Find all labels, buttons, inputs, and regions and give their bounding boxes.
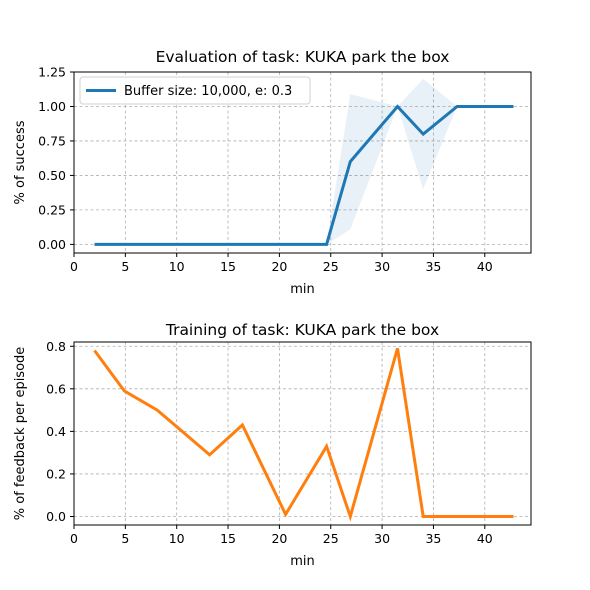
x-tick-label: 30: [374, 259, 390, 274]
x-tick-label: 40: [477, 531, 493, 546]
x-tick-label: 5: [121, 259, 129, 274]
y-tick-label: 0.2: [46, 466, 66, 481]
y-tick-label: 0.75: [38, 133, 66, 148]
y-tick-label: 0.25: [38, 202, 66, 217]
x-tick-label: 25: [323, 259, 339, 274]
x-tick-label: 25: [323, 531, 339, 546]
y-tick-label: 0.6: [46, 381, 66, 396]
x-tick-label: 10: [169, 259, 185, 274]
training-y-axis-label: % of feedback per episode: [13, 347, 28, 521]
y-tick-label: 1.00: [38, 99, 66, 114]
x-tick-label: 10: [169, 531, 185, 546]
x-tick-label: 40: [477, 259, 493, 274]
training-chart-title: Training of task: KUKA park the box: [165, 321, 439, 339]
training-series-layer: [93, 347, 514, 522]
series-line: [94, 104, 514, 246]
training-chart: 0 5 10 15 20 25 30 35 40 0.0 0.2 0.4 0.6 0.8 Training…: [13, 321, 532, 569]
legend-box: [79, 76, 311, 105]
x-tick-label: 15: [220, 531, 236, 546]
legend-series-label: Buffer size: 10,000, e: 0.3: [124, 84, 292, 99]
y-tick-label: 1.25: [38, 65, 66, 80]
x-tick-label: 0: [70, 531, 78, 546]
x-tick-label: 20: [271, 259, 287, 274]
x-tick-label: 15: [220, 259, 236, 274]
x-tick-label: 35: [425, 531, 441, 546]
training-plot-frame: [73, 341, 532, 526]
x-tick-label: 30: [374, 531, 390, 546]
evaluation-ticks: 0 5 10 15 20 25 30 35 40 0.00 0.25 0.50 0.75 1.00 1.25: [38, 65, 493, 275]
x-tick-label: 35: [425, 259, 441, 274]
evaluation-x-axis-label: min: [290, 282, 315, 297]
evaluation-chart: 0 5 10 15 20 25 30 35 40 0.00 0.25 0.50 0.75 1.00 1.25…: [13, 48, 532, 297]
series-line: [93, 347, 514, 522]
evaluation-chart-title: Evaluation of task: KUKA park the box: [156, 48, 450, 66]
x-tick-label: 5: [121, 531, 129, 546]
x-tick-label: 0: [70, 259, 78, 274]
y-tick-label: 0.00: [38, 237, 66, 252]
evaluation-plot-frame: [73, 71, 532, 254]
y-tick-label: 0.4: [46, 424, 66, 439]
evaluation-series-layer: [94, 104, 514, 246]
training-x-axis-label: min: [290, 554, 315, 569]
evaluation-legend: Buffer size: 10,000, e: 0.3: [79, 76, 311, 105]
evaluation-y-axis-label: % of success: [13, 120, 28, 204]
training-ticks: 0 5 10 15 20 25 30 35 40 0.0 0.2 0.4 0.6 0.8: [46, 339, 493, 546]
y-tick-label: 0.50: [38, 168, 66, 183]
x-tick-label: 20: [271, 531, 287, 546]
y-tick-label: 0.8: [46, 339, 66, 354]
y-tick-label: 0.0: [46, 509, 66, 524]
